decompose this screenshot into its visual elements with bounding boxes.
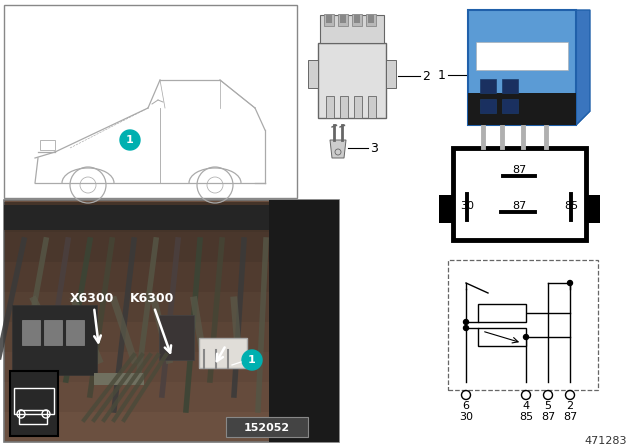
Text: 1: 1 xyxy=(248,355,256,365)
Bar xyxy=(318,43,386,118)
Bar xyxy=(44,320,62,345)
Bar xyxy=(480,79,496,93)
Text: 3: 3 xyxy=(370,142,378,155)
Bar xyxy=(476,42,568,70)
Circle shape xyxy=(242,350,262,370)
Bar xyxy=(4,262,339,292)
Text: 30: 30 xyxy=(459,412,473,422)
Bar xyxy=(4,200,339,442)
Bar xyxy=(4,5,297,198)
Bar xyxy=(368,15,374,23)
Circle shape xyxy=(120,130,140,150)
Bar xyxy=(320,15,384,43)
Text: 5: 5 xyxy=(545,401,552,411)
Circle shape xyxy=(463,319,468,324)
Text: 1: 1 xyxy=(438,69,446,82)
Bar xyxy=(10,371,58,436)
Bar xyxy=(4,292,339,322)
Bar xyxy=(352,14,362,26)
Bar xyxy=(340,96,348,118)
Bar xyxy=(439,195,453,223)
Polygon shape xyxy=(576,10,590,125)
Bar xyxy=(4,412,339,442)
Bar xyxy=(354,96,362,118)
Bar xyxy=(354,15,360,23)
Bar xyxy=(502,99,518,113)
Bar xyxy=(340,15,346,23)
Bar xyxy=(19,410,47,424)
Text: 87: 87 xyxy=(541,412,555,422)
Bar xyxy=(586,195,600,223)
Bar xyxy=(4,382,339,412)
Bar xyxy=(468,10,576,125)
Bar xyxy=(199,338,247,368)
Bar xyxy=(4,232,339,262)
Bar xyxy=(386,60,396,88)
Text: 4: 4 xyxy=(522,401,529,411)
Bar xyxy=(159,315,194,360)
Text: 471283: 471283 xyxy=(584,436,627,446)
Text: K6300: K6300 xyxy=(130,292,174,305)
Polygon shape xyxy=(468,111,590,125)
Circle shape xyxy=(568,280,573,285)
Text: X6300: X6300 xyxy=(70,292,114,305)
Text: 30: 30 xyxy=(460,201,474,211)
Bar xyxy=(66,320,84,345)
Bar xyxy=(4,352,339,382)
Bar xyxy=(480,99,496,113)
Text: 85: 85 xyxy=(519,412,533,422)
Text: 152052: 152052 xyxy=(244,423,290,433)
Bar xyxy=(453,148,586,240)
Circle shape xyxy=(463,326,468,331)
Bar xyxy=(468,93,576,125)
Polygon shape xyxy=(330,140,346,158)
Text: 85: 85 xyxy=(564,201,578,211)
Bar xyxy=(448,260,598,390)
Text: 87: 87 xyxy=(563,412,577,422)
Text: 2: 2 xyxy=(422,69,430,82)
Bar xyxy=(326,15,332,23)
Bar xyxy=(269,200,339,442)
Bar xyxy=(478,304,526,322)
Bar xyxy=(4,322,339,352)
Bar xyxy=(338,14,348,26)
Bar xyxy=(478,328,526,346)
Bar xyxy=(502,79,518,93)
Bar xyxy=(40,140,55,150)
Bar xyxy=(4,202,339,232)
Bar xyxy=(308,60,318,88)
Text: 87: 87 xyxy=(512,165,526,175)
Text: 87: 87 xyxy=(512,201,526,211)
Bar xyxy=(22,320,40,345)
Bar xyxy=(368,96,376,118)
Text: 1: 1 xyxy=(126,135,134,145)
Bar xyxy=(324,14,334,26)
Text: 6: 6 xyxy=(463,401,470,411)
Bar xyxy=(226,417,308,437)
Bar xyxy=(12,305,97,375)
Bar xyxy=(326,96,334,118)
Bar xyxy=(366,14,376,26)
Bar xyxy=(94,373,144,385)
Bar xyxy=(14,388,54,414)
Bar xyxy=(4,205,339,230)
Text: 2: 2 xyxy=(566,401,573,411)
Circle shape xyxy=(524,335,529,340)
